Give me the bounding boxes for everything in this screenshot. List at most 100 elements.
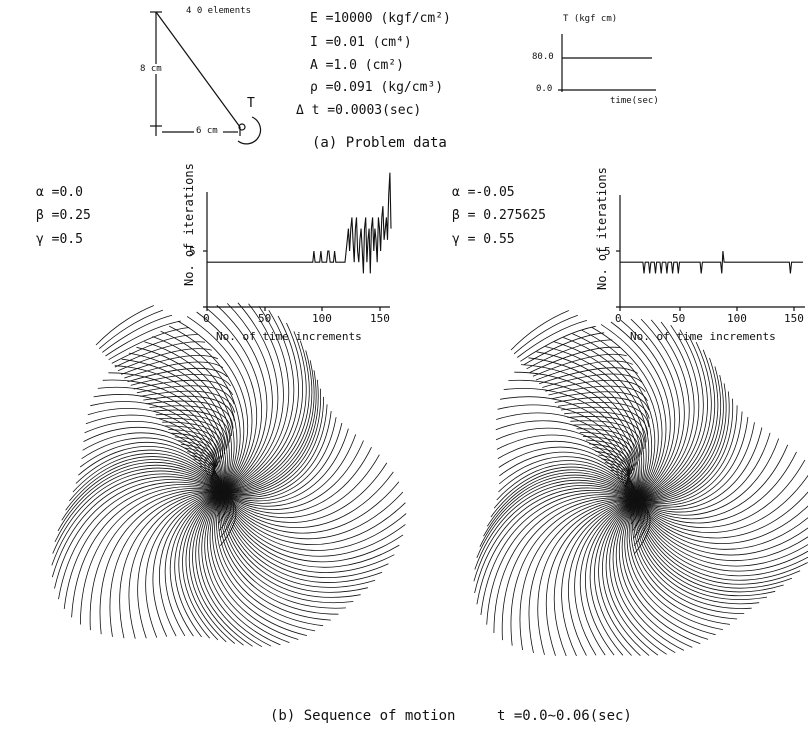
beam-position-curve [632,499,738,620]
beam-position-curve [535,360,633,381]
beam-position-curve [111,334,198,364]
xlabel-left: No. of time increments [216,330,362,343]
beam-position-curve [537,499,637,655]
beam-position-curve [635,383,727,501]
beam-position-curve [510,310,569,351]
beam-position-curve [635,491,808,539]
beam-position-curve [589,499,637,656]
beam-position-curve [536,351,645,501]
torque-ylabel: T (kgf cm) [563,14,618,24]
beam-position-curve [581,329,659,501]
beam-position-curve [58,481,223,600]
beam-position-curve [221,396,324,495]
beam-position-curve [190,454,216,491]
beam-position-curve [582,435,634,475]
xtick-right-150: 150 [784,312,804,325]
beam-position-curve [221,310,295,493]
beam-position-curve [221,491,407,551]
beam-position-curve [149,405,232,437]
motion-sequence-left [51,302,407,648]
beam-position-curve [221,491,404,540]
beam-position-curve [629,492,649,547]
beam-position-curve [519,499,637,651]
beam-position-curve [612,499,676,654]
beam-position-curve [130,373,231,387]
beam-position-curve [523,332,605,366]
beam-position-curve [128,352,230,493]
beam-position-curve [186,316,253,493]
beam-position-curve [108,372,225,493]
beam-position-curve [75,449,223,493]
beam-position-curve [635,398,733,502]
beam-position-curve [635,499,808,567]
beam-position-curve [221,350,313,493]
beam-position-curve [584,499,637,656]
param-dt: Δ t =0.0003(sec) [296,103,422,118]
beam-position-curve [602,499,650,656]
beam-position-curve [51,473,223,566]
beam-position-curve [635,499,808,556]
beam-position-curve [635,459,806,528]
beam-position-curve [221,491,368,593]
beam-position-curve [568,499,637,656]
caption-t: t =0.0∼0.06(sec) [497,708,632,724]
beam-position-curve [508,379,638,501]
ytick-right: 5 [604,245,611,258]
beam-position-curve [609,499,667,655]
caption-a: (a) Problem data [312,135,447,151]
beam-position-curve [538,367,639,385]
beam-position-curve [162,421,224,460]
param-e: E =10000 (kgf/cm²) [310,11,451,26]
beam-position-curve [69,456,223,502]
beam-position-curve [520,364,641,501]
beam-position-curve [576,428,638,466]
beam-position-curve [635,474,808,534]
elements-label: 4 0 elements [186,6,252,16]
beam-position-curve [601,458,630,495]
beam-position-curve [528,357,643,501]
beam-position-curve [221,370,317,493]
motion-sequence-right [473,310,808,657]
beam-position-curve [635,319,690,501]
beam-position-curve [510,498,637,646]
beam-position-curve [635,499,768,600]
xtick-left-0: 0 [203,312,210,325]
beam-position-curve [127,367,228,383]
beam-position-curve [605,499,659,656]
beam-position-curve [574,499,637,656]
beam-position-curve [553,499,637,657]
beam-position-curve [108,327,190,361]
beam-sketch [150,11,262,145]
beam-position-curve [567,416,645,450]
beam-position-curve [137,491,223,639]
xtick-right-50: 50 [672,312,686,325]
beam-position-curve [136,385,235,405]
beam-position-curve [497,441,637,501]
beam-position-curve [89,489,223,631]
beam-position-curve [201,491,272,647]
beam-position-curve [187,451,216,487]
beam-position-curve [635,321,695,501]
beam-position-curve [145,491,223,638]
beam-position-curve [182,491,223,641]
beam-position-curve [221,360,315,493]
beam-position-curve [93,394,223,493]
beam-position-curve [635,499,808,544]
beam-position-curve [136,346,232,493]
beam-position-curve [146,400,234,429]
beam-position-curve [57,464,223,532]
beam-position-curve [140,390,235,413]
beam-position-curve [105,320,181,357]
beam-position-curve [635,438,780,516]
gamma-right: γ = 0.55 [452,232,515,247]
beam-position-curve [114,341,206,368]
height-label: 8 cm [140,64,162,74]
beam-position-curve [635,357,719,501]
beam-position-curve [169,491,223,637]
beam-position-curve [526,339,613,370]
beam-position-curve [185,491,227,643]
beam-position-curve [545,346,647,501]
beam-position-curve [635,349,716,501]
beam-position-curve [635,391,730,502]
